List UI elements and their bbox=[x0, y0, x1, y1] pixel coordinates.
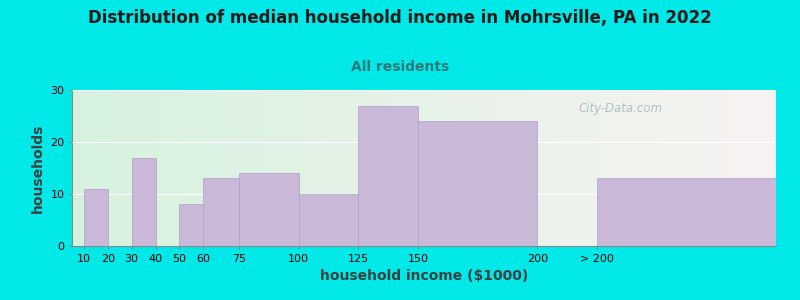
Bar bbox=[179, 204, 203, 246]
Bar bbox=[597, 178, 776, 246]
Bar bbox=[298, 194, 358, 246]
Bar bbox=[203, 178, 239, 246]
Bar bbox=[84, 189, 108, 246]
X-axis label: household income ($1000): household income ($1000) bbox=[320, 269, 528, 283]
Bar bbox=[239, 173, 298, 246]
Text: City-Data.com: City-Data.com bbox=[579, 103, 663, 116]
Text: Distribution of median household income in Mohrsville, PA in 2022: Distribution of median household income … bbox=[88, 9, 712, 27]
Text: All residents: All residents bbox=[351, 60, 449, 74]
Bar bbox=[418, 121, 538, 246]
Bar bbox=[358, 106, 418, 246]
Y-axis label: households: households bbox=[30, 123, 45, 213]
Bar bbox=[132, 158, 155, 246]
